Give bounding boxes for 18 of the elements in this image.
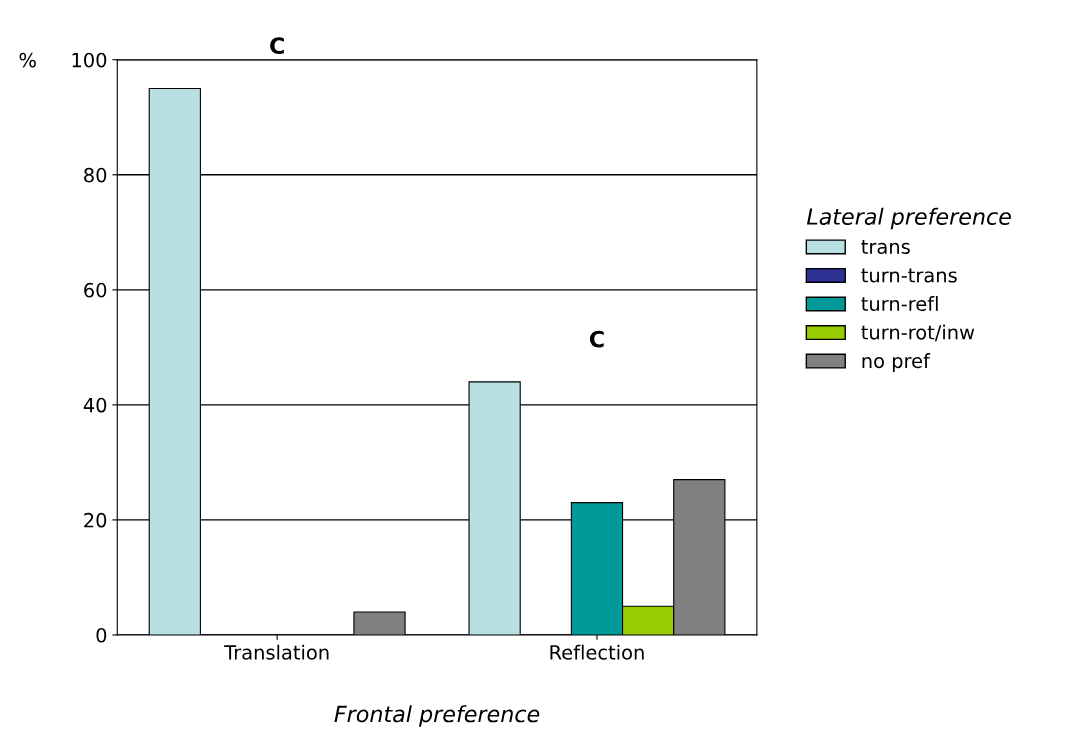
annotation: C — [589, 330, 604, 348]
x-tick-label: Reflection — [550, 644, 644, 660]
legend-label: trans — [861, 240, 910, 255]
y-tick-label: 100 — [72, 52, 107, 68]
y-tick-label: 60 — [84, 282, 107, 298]
x-axis-title: Frontal preference — [334, 705, 540, 727]
y-axis-title: % — [19, 52, 36, 68]
x-tick-label: Translation — [224, 644, 329, 660]
legend-label: no pref — [862, 353, 931, 372]
y-tick-label: 20 — [84, 512, 107, 528]
text: C — [270, 37, 284, 55]
legend-title: Lateral preference — [806, 207, 1011, 230]
legend-label: turn-trans — [861, 268, 957, 283]
y-tick-label: 40 — [83, 397, 107, 413]
legend-label: turn-rot/inw — [861, 324, 975, 342]
legend-label: turn-refl — [861, 296, 938, 312]
y-tick-label: 80 — [84, 167, 107, 183]
y-tick-label: 0 — [96, 627, 107, 643]
